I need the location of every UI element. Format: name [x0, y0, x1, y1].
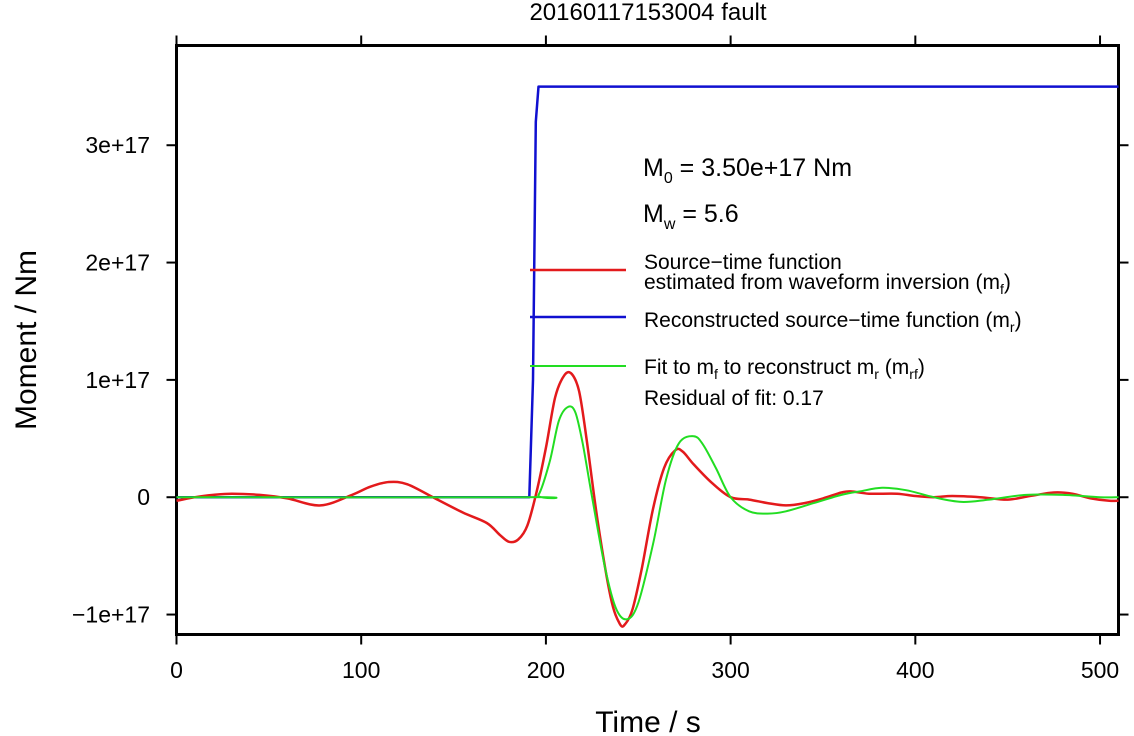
annotation-residual: Residual of fit: 0.17 [644, 387, 824, 410]
y-axis-title: Moment / Nm [10, 250, 43, 430]
y-axis: −1e+17 0 1e+17 2e+17 3e+17 [72, 132, 1129, 628]
legend-label-mf-line2: estimated from waveform inversion (mf) [644, 271, 1011, 297]
x-tick-label: 500 [1081, 657, 1119, 683]
x-axis-title: Time / s [595, 706, 701, 736]
legend-label-mr: Reconstructed source−time function (mr) [644, 309, 1022, 335]
series-line-mf [176, 370, 1119, 628]
y-tick-label: 1e+17 [85, 367, 150, 393]
annotation-mw: Mw = 5.6 [643, 200, 739, 233]
annotation-m0: M0 = 3.50e+17 Nm [643, 154, 852, 187]
legend-label-mf-line1: Source−time function [644, 251, 842, 274]
y-tick-label: 0 [137, 484, 150, 510]
x-tick-label: 300 [711, 657, 749, 683]
x-tick-label: 400 [896, 657, 934, 683]
x-tick-label: 200 [527, 657, 565, 683]
y-tick-label: −1e+17 [72, 602, 150, 628]
y-tick-label: 3e+17 [85, 132, 150, 158]
chart-title: 20160117153004 fault [529, 0, 766, 26]
x-axis: 0 100 200 300 400 500 [170, 35, 1119, 683]
series-line-mrf [176, 405, 1119, 621]
legend: Source−time function estimated from wave… [530, 251, 1022, 410]
x-tick-label: 100 [342, 657, 380, 683]
plot-frame [175, 44, 1120, 636]
series-group [176, 85, 1119, 628]
legend-label-mrf: Fit to mf to reconstruct mr (mrf) [644, 356, 925, 382]
x-tick-label: 0 [170, 657, 183, 683]
y-tick-label: 2e+17 [85, 250, 150, 276]
